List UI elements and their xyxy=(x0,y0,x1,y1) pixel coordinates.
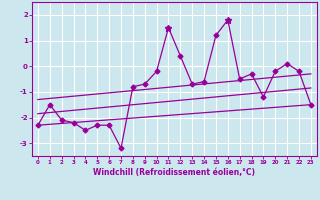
X-axis label: Windchill (Refroidissement éolien,°C): Windchill (Refroidissement éolien,°C) xyxy=(93,168,255,177)
